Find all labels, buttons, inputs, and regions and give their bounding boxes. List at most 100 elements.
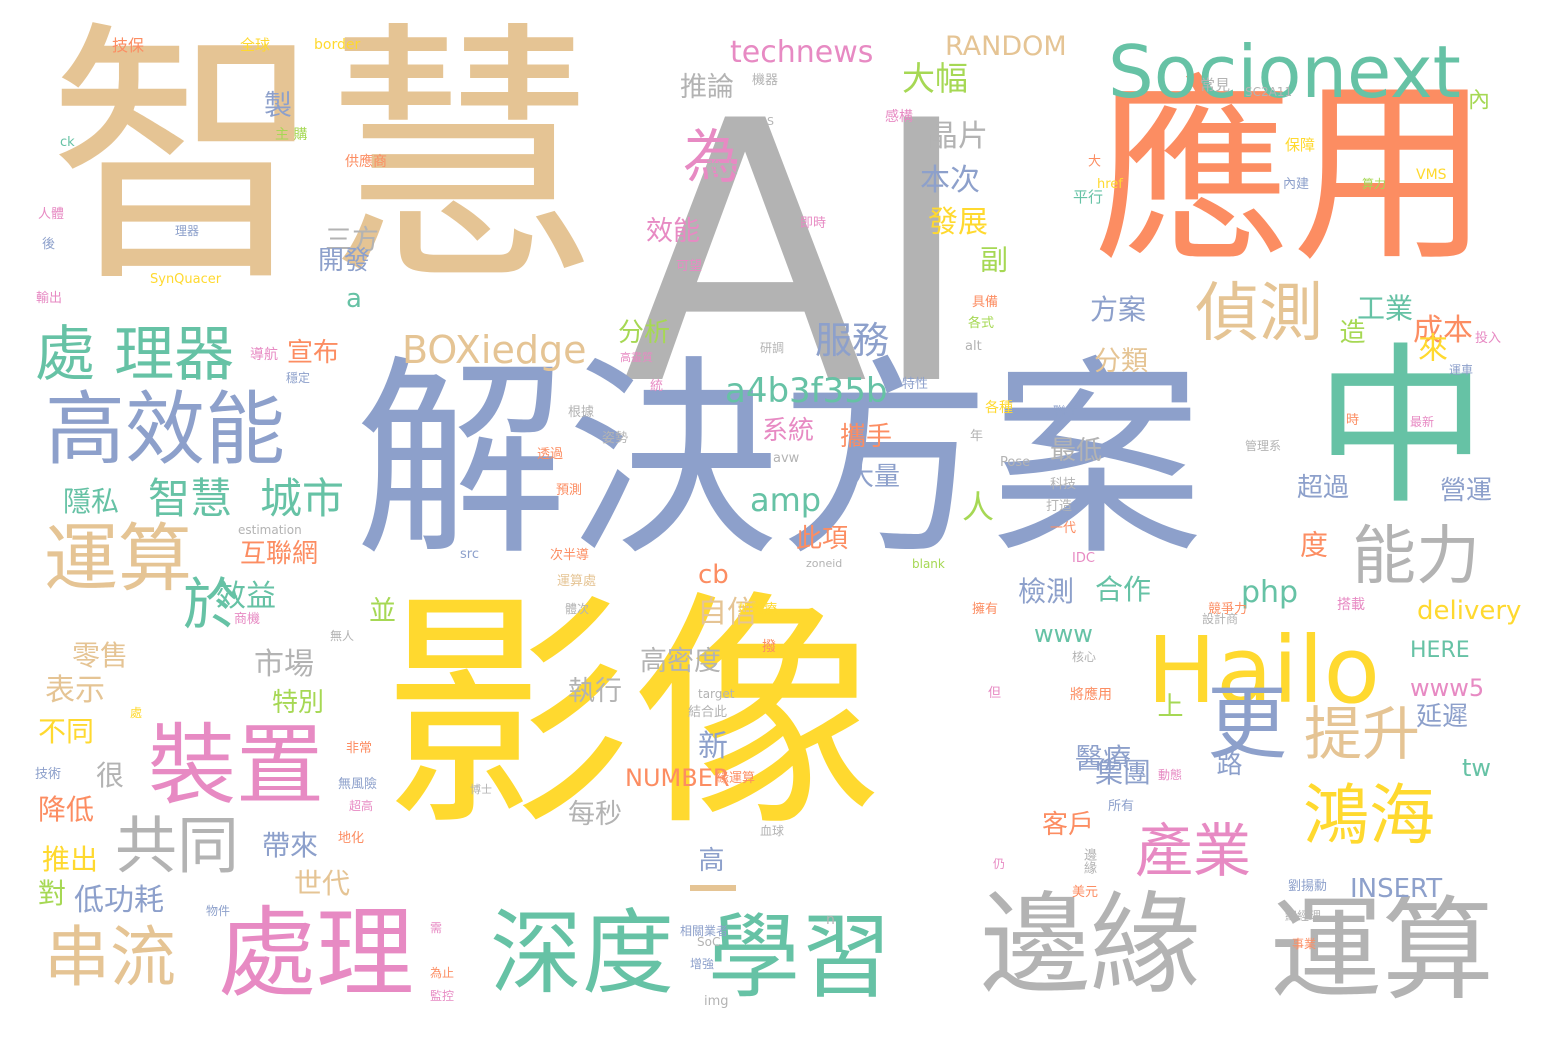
cloud-word: 上 [1153, 692, 1183, 718]
cloud-word: 智慧 [148, 474, 233, 523]
cloud-word: 本次 [920, 163, 980, 198]
cloud-word: 高密度 [640, 646, 721, 677]
cloud-word: 來 [1412, 332, 1447, 362]
cloud-word: 即時 [800, 216, 827, 231]
cloud-word: 相關業者 [680, 924, 729, 938]
cloud-word: 設計商 [1202, 612, 1239, 626]
cloud-word: 運車 [1449, 363, 1474, 377]
cloud-word: avw [773, 451, 800, 466]
cloud-word: 統 [650, 379, 664, 394]
cloud-word: 透過 [537, 447, 564, 462]
cloud-word: technews [730, 35, 874, 70]
cloud-word: AI [622, 45, 975, 464]
cloud-word: 每秒 [568, 799, 622, 830]
cloud-word: 集團 [1095, 756, 1152, 789]
cloud-word: 製 [260, 90, 293, 118]
cloud-word: IDC [1072, 551, 1095, 566]
cloud-word: 城市 [260, 474, 345, 523]
cloud-word: 低功耗 [74, 883, 164, 918]
cloud-word: blank [912, 557, 945, 571]
cloud-word: 擁有 [972, 602, 999, 617]
cloud-word: 解決方案 [355, 337, 1203, 584]
cloud-word: 監控 [430, 989, 455, 1003]
cloud-word: 研調 [760, 341, 785, 355]
cloud-word: 發展 [928, 205, 988, 240]
cloud-word: 姿勢 [602, 431, 629, 446]
cloud-word: 博士 [470, 783, 492, 796]
cloud-word: 裝置 [148, 714, 325, 817]
cloud-word: 導航 [250, 347, 278, 363]
cloud-word: 物件 [206, 904, 231, 918]
cloud-word: 人 [957, 490, 995, 522]
cloud-word: 工業 [1357, 292, 1414, 325]
cloud-word: 高效能 [45, 383, 285, 476]
cloud-word: 理器 [175, 224, 200, 238]
cloud-word: tw [1462, 754, 1492, 782]
cloud-word: 特性 [902, 377, 929, 392]
cloud-word: 處理 [218, 897, 415, 1011]
cloud-word: 仍 [993, 857, 1006, 871]
cloud-word: zoneid [806, 557, 843, 570]
cloud-word: 分析 [618, 318, 671, 348]
cloud-word: 超高 [349, 799, 374, 813]
cloud-word: 市場 [254, 647, 314, 682]
cloud-word: 並 [364, 596, 395, 623]
cloud-word: SoC [697, 935, 721, 949]
cloud-word: www [1034, 620, 1093, 648]
cloud-word: 打造 [1046, 499, 1073, 514]
cloud-word: 搭載 [1337, 597, 1365, 613]
cloud-word: Hailo [1147, 617, 1380, 724]
cloud-word: 晶片 [928, 119, 988, 154]
cloud-word: 美元 [1072, 885, 1099, 900]
cloud-word: border [314, 37, 361, 53]
cloud-word: 算力 [1362, 177, 1387, 191]
cloud-word: 提升 [1304, 700, 1421, 768]
cloud-word: 醫療 [1075, 742, 1132, 775]
cloud-word: 開發 [318, 246, 371, 276]
cloud-word: 延遲 [1416, 702, 1469, 732]
cloud-word: 執行 [568, 676, 622, 707]
cloud-word: Socionext [1108, 30, 1461, 114]
cloud-word: 串流 [44, 919, 176, 996]
cloud-word: 高畫質 [620, 351, 653, 364]
cloud-word: 表示 [45, 673, 105, 708]
cloud-word: alt [965, 339, 982, 354]
cloud-word: 技術 [35, 767, 62, 782]
cloud-word: 中 [1315, 327, 1487, 528]
cloud-word: 成本 [1413, 313, 1473, 348]
cloud-word: 緣運算 [716, 771, 756, 786]
cloud-word: 世代 [294, 867, 351, 900]
cloud-word: 運算 [1270, 886, 1494, 1016]
cloud-word: img [704, 994, 729, 1009]
cloud-word: a [346, 284, 362, 314]
cloud-word: estimation [238, 523, 302, 537]
cloud-word: 大 [1085, 154, 1100, 167]
cloud-word: 根據 [568, 405, 595, 420]
cloud-word: 運算 [44, 516, 192, 602]
cloud-word: 互聯網 [240, 539, 319, 569]
cloud-word: 攜手 [840, 422, 893, 452]
cloud-word: SC2A11 [1245, 85, 1293, 99]
cloud-word: 隱私 [63, 485, 120, 518]
cloud-word: 需 [430, 921, 443, 935]
cloud-word: 核心 [1072, 650, 1097, 664]
cloud-word: 推出 [42, 843, 99, 876]
cloud-word: 競爭力 [1208, 602, 1248, 617]
cloud-word: 產業 [1135, 817, 1252, 885]
cloud-word: 結合此 [688, 705, 728, 720]
cloud-word: 常見 [1200, 76, 1231, 94]
cloud-word: 次半導 [550, 548, 590, 563]
cloud-word: BOXiedge [402, 328, 587, 372]
cloud-word: 主 購 [275, 127, 308, 143]
cloud-word: 內 [1464, 88, 1489, 110]
cloud-word: 合作 [1095, 573, 1152, 606]
cloud-word: 影像 [382, 569, 882, 860]
cloud-word: HERE [1410, 638, 1470, 663]
cloud-word: 地化 [338, 831, 365, 846]
cloud-word: 高 [694, 846, 724, 872]
cloud-word: 新 [698, 729, 728, 764]
cloud-word: 三方 [325, 225, 379, 256]
cloud-word: 造 [1335, 318, 1365, 344]
cloud-word: 能力 [1352, 520, 1480, 594]
